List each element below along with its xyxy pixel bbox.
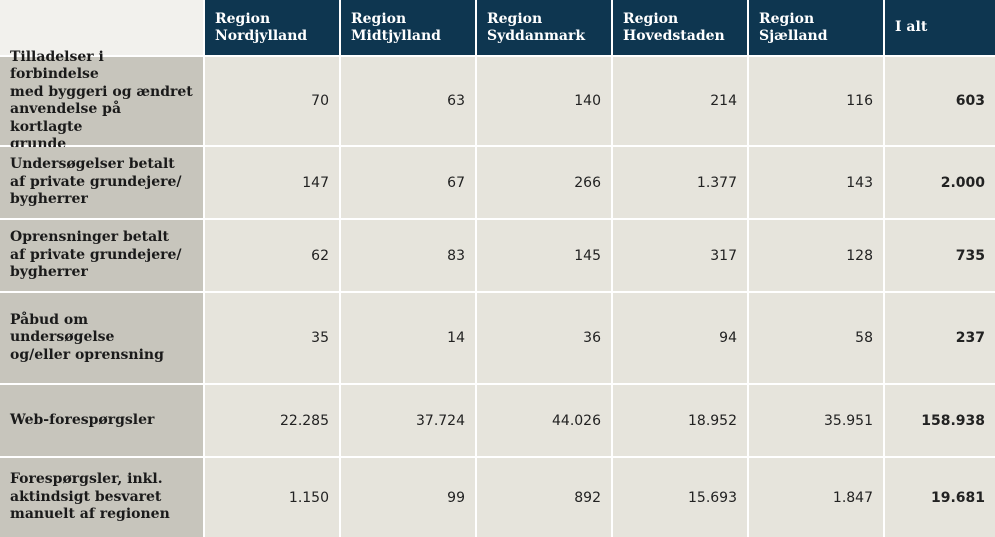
value-cell: 140 [477, 57, 611, 145]
value-cell: 67 [341, 147, 475, 218]
total-cell: 158.938 [885, 385, 995, 456]
value-cell: 58 [749, 293, 883, 383]
value-cell: 147 [205, 147, 339, 218]
value-cell: 36 [477, 293, 611, 383]
value-cell: 94 [613, 293, 747, 383]
row-label: Oprensninger betalt af private grundejer… [0, 220, 203, 291]
value-cell: 18.952 [613, 385, 747, 456]
value-cell: 63 [341, 57, 475, 145]
total-cell: 237 [885, 293, 995, 383]
value-cell: 1.150 [205, 458, 339, 537]
value-cell: 37.724 [341, 385, 475, 456]
value-cell: 317 [613, 220, 747, 291]
column-header: Region Nordjylland [205, 0, 339, 55]
column-header: Region Hovedstaden [613, 0, 747, 55]
row-label: Påbud om undersøgelse og/eller oprensnin… [0, 293, 203, 383]
value-cell: 22.285 [205, 385, 339, 456]
row-label: Web-forespørgsler [0, 385, 203, 456]
value-cell: 214 [613, 57, 747, 145]
value-cell: 62 [205, 220, 339, 291]
column-header: Region Midtjylland [341, 0, 475, 55]
row-label: Undersøgelser betalt af private grundeje… [0, 147, 203, 218]
value-cell: 44.026 [477, 385, 611, 456]
value-cell: 99 [341, 458, 475, 537]
value-cell: 143 [749, 147, 883, 218]
value-cell: 116 [749, 57, 883, 145]
value-cell: 1.847 [749, 458, 883, 537]
value-cell: 145 [477, 220, 611, 291]
value-cell: 35.951 [749, 385, 883, 456]
total-cell: 735 [885, 220, 995, 291]
total-cell: 19.681 [885, 458, 995, 537]
corner-cell [0, 0, 203, 55]
row-label: Tilladelser i forbindelse med byggeri og… [0, 49, 203, 152]
column-header: Region Syddanmark [477, 0, 611, 55]
value-cell: 128 [749, 220, 883, 291]
value-cell: 35 [205, 293, 339, 383]
value-cell: 15.693 [613, 458, 747, 537]
row-label: Forespørgsler, inkl. aktindsigt besvaret… [0, 458, 203, 537]
value-cell: 83 [341, 220, 475, 291]
value-cell: 1.377 [613, 147, 747, 218]
value-cell: 14 [341, 293, 475, 383]
total-cell: 603 [885, 57, 995, 145]
total-cell: 2.000 [885, 147, 995, 218]
column-header: I alt [885, 0, 995, 55]
value-cell: 70 [205, 57, 339, 145]
column-header: Region Sjælland [749, 0, 883, 55]
value-cell: 266 [477, 147, 611, 218]
value-cell: 892 [477, 458, 611, 537]
